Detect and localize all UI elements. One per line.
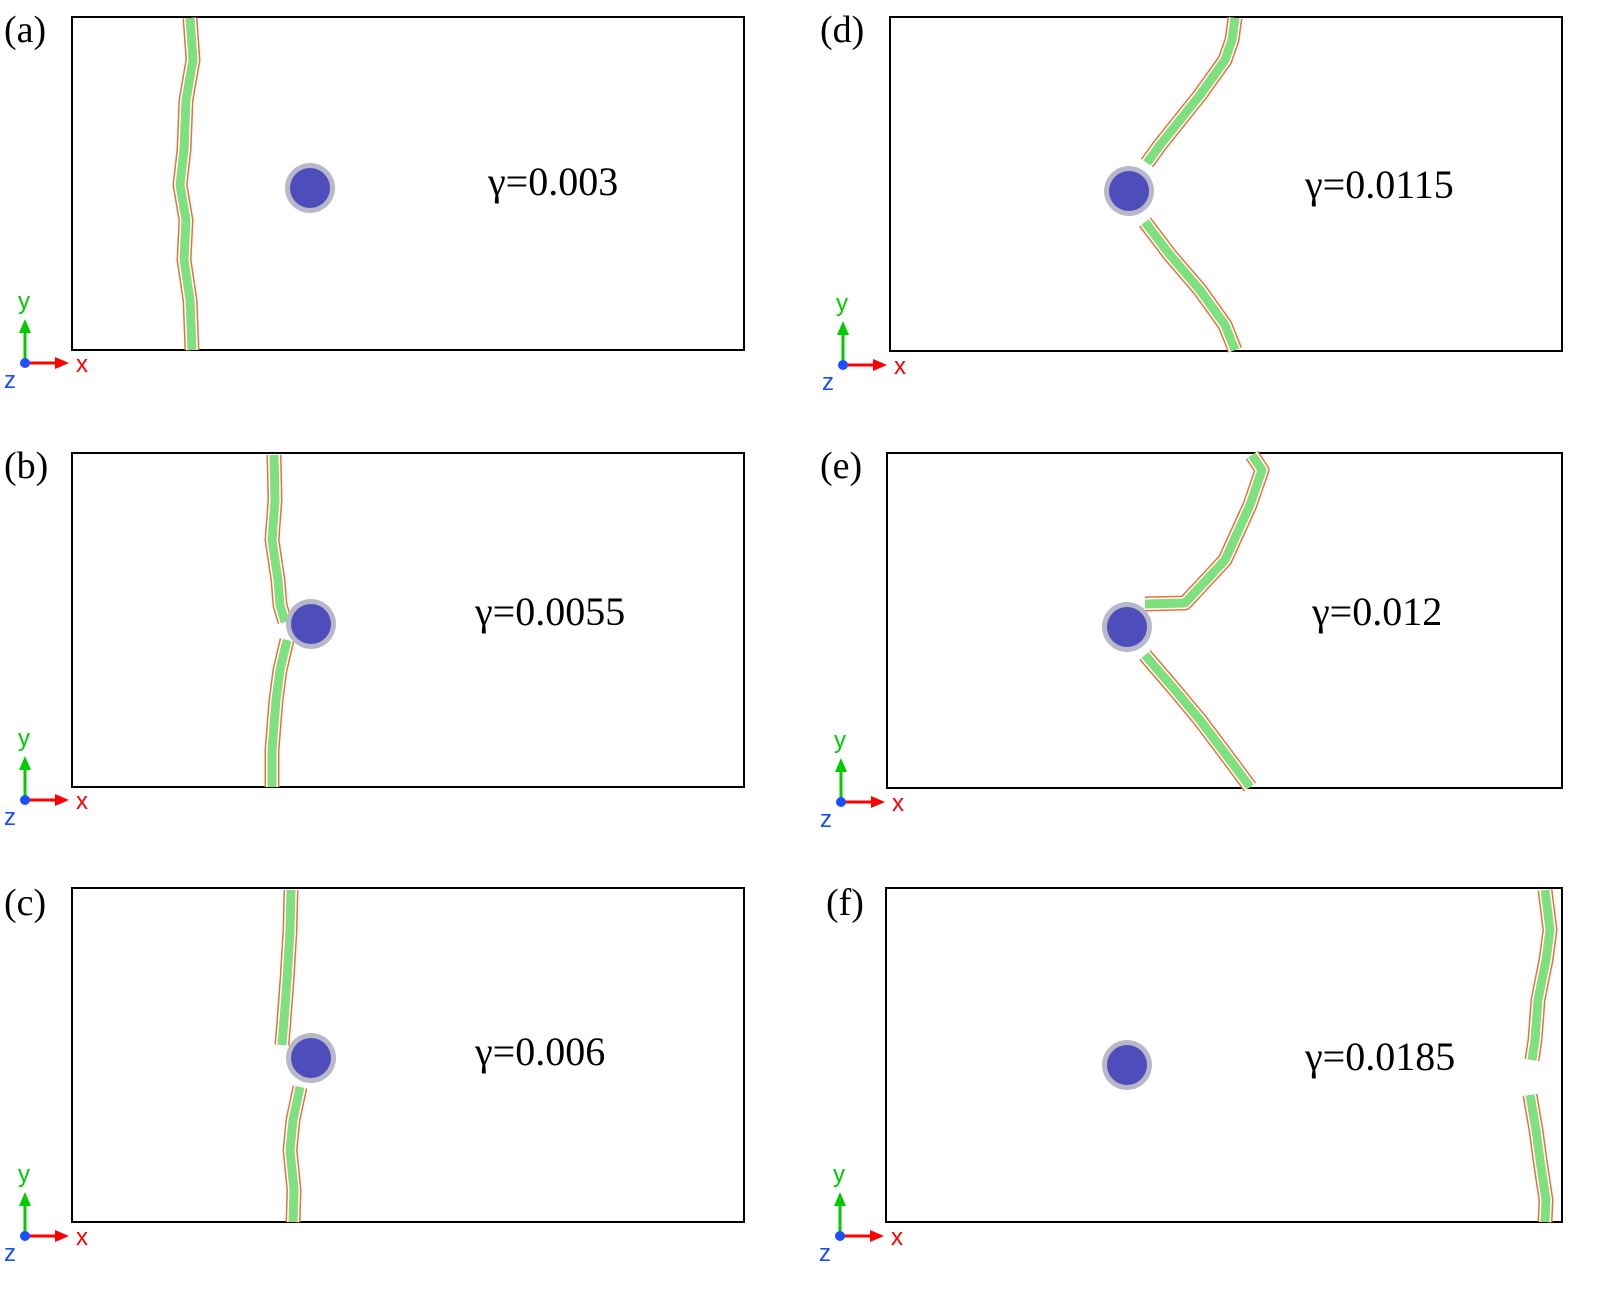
z-axis-label: z <box>822 369 834 396</box>
x-arrowhead-icon <box>870 1230 884 1242</box>
panel-label: (d) <box>820 9 864 51</box>
x-axis-label: x <box>76 788 88 815</box>
simulation-box <box>71 887 745 1223</box>
z-axis-dot <box>838 360 848 370</box>
z-axis-label: z <box>820 806 832 833</box>
dislocation-line <box>267 454 290 624</box>
strain-label: γ=0.003 <box>487 159 618 204</box>
panel-d: (d) γ=0.0115 y x z <box>820 9 1563 396</box>
dislocation-line <box>1144 452 1267 609</box>
y-arrowhead-icon <box>19 1192 31 1206</box>
x-arrowhead-icon <box>871 796 885 808</box>
panel-c: (c) γ=0.006 y x z <box>4 882 745 1267</box>
x-arrowhead-icon <box>55 357 69 369</box>
strain-label: γ=0.0055 <box>474 589 625 634</box>
strain-label: γ=0.006 <box>474 1029 605 1074</box>
simulation-box <box>886 452 1563 789</box>
panel-label: (e) <box>820 445 862 487</box>
dislocation-line <box>267 638 292 787</box>
axis-triad: y x z <box>820 727 904 833</box>
x-arrowhead-icon <box>55 1230 69 1242</box>
y-arrowhead-icon <box>837 321 849 335</box>
z-axis-dot <box>20 1231 30 1241</box>
axis-triad: y x z <box>819 1161 903 1267</box>
x-axis-label: x <box>892 790 904 817</box>
axis-triad: y x z <box>822 290 906 396</box>
particle <box>1107 607 1147 647</box>
z-axis-dot <box>835 1231 845 1241</box>
x-axis-label: x <box>76 1224 88 1251</box>
simulation-box <box>71 452 745 788</box>
dislocation-line <box>1527 889 1555 1061</box>
y-axis-label: y <box>834 727 846 754</box>
x-arrowhead-icon <box>873 359 887 371</box>
x-axis-label: x <box>76 351 88 378</box>
z-axis-label: z <box>4 367 16 394</box>
dislocation-line <box>277 889 296 1046</box>
y-axis-label: y <box>18 288 30 315</box>
panel-f: (f) γ=0.0185 y x z <box>819 882 1563 1267</box>
axis-triad: y x z <box>4 725 88 831</box>
dislocation-line <box>1141 652 1254 790</box>
dislocation-line <box>285 1086 305 1223</box>
x-axis-label: x <box>891 1224 903 1251</box>
particle <box>1109 171 1149 211</box>
axis-triad: y x z <box>4 288 88 394</box>
panel-label: (c) <box>4 882 46 924</box>
panel-label: (a) <box>4 9 46 51</box>
strain-label: γ=0.0185 <box>1304 1034 1455 1079</box>
y-arrowhead-icon <box>19 319 31 333</box>
particle <box>291 604 331 644</box>
panel-e: (e) γ=0.012 y x z <box>820 445 1563 833</box>
y-arrowhead-icon <box>19 756 31 770</box>
y-axis-label: y <box>18 725 30 752</box>
z-axis-dot <box>20 358 30 368</box>
dislocation-line <box>175 17 198 351</box>
panel-b: (b) γ=0.0055 y x z <box>4 445 745 831</box>
z-axis-dot <box>836 797 846 807</box>
dislocation-line <box>1143 17 1240 166</box>
particle <box>291 1038 331 1078</box>
x-axis-label: x <box>894 353 906 380</box>
particle <box>1107 1045 1147 1085</box>
simulation-box <box>885 887 1563 1223</box>
z-axis-label: z <box>4 1240 16 1267</box>
axis-triad: y x z <box>4 1161 88 1267</box>
y-arrowhead-icon <box>835 758 847 772</box>
y-axis-label: y <box>833 1161 845 1188</box>
dislocation-line <box>1525 1094 1551 1223</box>
panel-a: (a) γ=0.003 y x z <box>4 9 745 394</box>
y-axis-label: y <box>836 290 848 317</box>
particle <box>290 168 330 208</box>
z-axis-label: z <box>4 804 16 831</box>
panel-label: (f) <box>826 882 864 924</box>
z-axis-label: z <box>819 1240 831 1267</box>
z-axis-dot <box>20 795 30 805</box>
x-arrowhead-icon <box>55 794 69 806</box>
y-arrowhead-icon <box>834 1192 846 1206</box>
panel-label: (b) <box>4 445 48 487</box>
dislocation-line <box>1141 219 1240 352</box>
simulation-box <box>889 16 1563 352</box>
y-axis-label: y <box>18 1161 30 1188</box>
strain-label: γ=0.0115 <box>1304 162 1454 207</box>
strain-label: γ=0.012 <box>1311 589 1442 634</box>
